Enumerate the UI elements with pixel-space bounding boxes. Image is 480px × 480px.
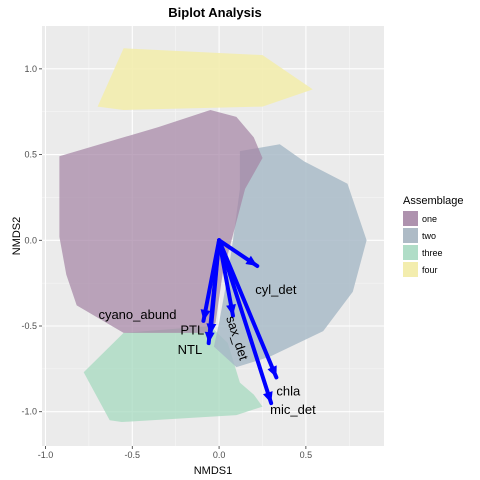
legend-swatch-one xyxy=(403,211,418,226)
legend-label-three: three xyxy=(422,248,443,258)
x-tick-label: 0.0 xyxy=(213,450,226,460)
x-tick-label: -0.5 xyxy=(125,450,141,460)
arrowhead-mic_det xyxy=(263,391,273,404)
x-axis-ticks: -1.0 -0.5 0.0 0.5 xyxy=(38,446,312,460)
arrow-label-chla: chla xyxy=(276,383,301,398)
arrowhead-cyano_abund xyxy=(200,309,211,321)
y-tick-label: -1.0 xyxy=(21,407,37,417)
arrow-label-cyano_abund: cyano_abund xyxy=(98,307,176,322)
y-axis-ticks: -1.0 -0.5 0.0 0.5 1.0 xyxy=(21,64,42,417)
arrow-chla xyxy=(217,238,279,380)
y-tick-label: 0.0 xyxy=(24,235,37,245)
arrowhead-cyl_det xyxy=(245,255,258,266)
arrow-label-mic_det: mic_det xyxy=(270,402,316,417)
y-axis-title: NMDS2 xyxy=(11,217,23,256)
arrowhead-NTL xyxy=(204,331,215,344)
legend-title: Assemblage xyxy=(403,195,464,207)
arrow-NTL xyxy=(206,238,222,346)
x-axis-title: NMDS1 xyxy=(194,465,233,477)
arrow-label-PTL: PTL xyxy=(180,323,204,338)
x-tick-label: -1.0 xyxy=(38,450,54,460)
hull-two xyxy=(213,144,367,368)
legend-label-four: four xyxy=(422,265,438,275)
arrowhead-sax_det xyxy=(226,304,236,316)
arrow-label-cyl_det: cyl_det xyxy=(255,282,297,297)
arrowhead-chla xyxy=(267,365,277,378)
arrow-label-NTL: NTL xyxy=(178,342,203,357)
y-tick-label: -0.5 xyxy=(21,321,37,331)
legend-label-one: one xyxy=(422,214,437,224)
arrow-mic_det xyxy=(217,238,274,406)
legend-swatch-four xyxy=(403,262,418,277)
legend: one two three four xyxy=(403,211,443,277)
loading-arrows xyxy=(200,238,279,406)
chart-title: Biplot Analysis xyxy=(168,5,261,20)
legend-swatch-three xyxy=(403,245,418,260)
x-tick-label: 0.5 xyxy=(300,450,313,460)
hull-four xyxy=(97,48,313,110)
y-tick-label: 1.0 xyxy=(24,64,37,74)
y-tick-label: 0.5 xyxy=(24,150,37,160)
legend-swatch-two xyxy=(403,228,418,243)
legend-label-two: two xyxy=(422,231,436,241)
